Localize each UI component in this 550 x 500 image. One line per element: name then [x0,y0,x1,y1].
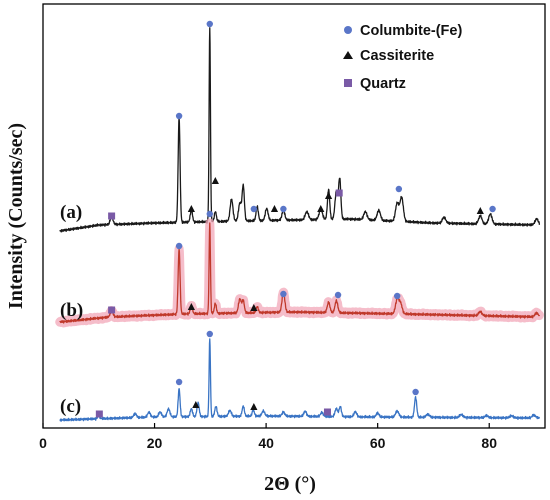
legend: Columbite-(Fe) Cassiterite Quartz [343,23,462,92]
cassiterite-peak-marker [187,205,195,212]
cassiterite-peak-marker [192,401,200,408]
pattern-b-label: (b) [60,300,83,321]
x-tick-label: 0 [39,435,47,451]
legend-cassiterite-marker [343,51,353,59]
quartz-peak-marker [323,408,331,416]
columbite-peak-marker [395,185,403,193]
columbite-peak-marker [206,20,213,28]
legend-columbite-label: Columbite-(Fe) [360,23,462,39]
curve-label-layer: (a) (b) (c) [60,202,83,417]
x-tick-label: 60 [370,435,386,451]
quartz-peak-marker [108,212,116,220]
cassiterite-peak-marker [476,207,484,214]
columbite-peak-marker [250,205,258,213]
curve-layer [55,27,544,422]
legend-quartz-marker [344,79,352,87]
pattern-c-line [59,338,541,422]
x-tick-label: 80 [481,435,497,451]
columbite-peak-marker [175,378,183,386]
cassiterite-peak-marker [211,177,219,184]
columbite-peak-marker [175,242,183,250]
columbite-peak-marker [280,205,287,213]
columbite-peak-marker [334,291,342,299]
columbite-peak-marker [175,112,183,120]
marker-layer [95,20,496,418]
cassiterite-peak-marker [317,205,325,212]
pattern-a-label: (a) [60,202,82,223]
quartz-peak-marker [335,189,343,197]
cassiterite-peak-marker [250,403,258,410]
pattern-c-label: (c) [60,396,81,417]
columbite-peak-marker [489,205,496,213]
cassiterite-peak-marker [270,205,279,212]
quartz-peak-marker [95,410,103,418]
legend-columbite-marker [344,26,352,34]
legend-cassiterite-label: Cassiterite [360,48,434,64]
pattern-b-highlight [55,218,544,328]
columbite-peak-marker [206,210,213,218]
columbite-peak-marker [393,292,401,300]
x-tick-layer: 0 20 40 60 80 [39,423,497,451]
columbite-peak-marker [280,290,287,298]
quartz-peak-marker [108,306,116,314]
pattern-a-line [59,27,541,233]
x-tick-label: 20 [147,435,163,451]
cassiterite-peak-marker [187,303,195,310]
x-axis-title: 2Θ (°) [264,473,316,495]
plot-frame [42,3,546,429]
cassiterite-peak-marker [250,304,258,311]
x-tick-label: 40 [258,435,274,451]
pattern-b-line [59,222,541,324]
cassiterite-peak-marker [324,192,333,199]
columbite-peak-marker [412,388,419,396]
columbite-peak-marker [206,330,213,338]
legend-quartz-label: Quartz [360,76,406,92]
y-axis-title: Intensity (Counts/sec) [5,123,27,309]
